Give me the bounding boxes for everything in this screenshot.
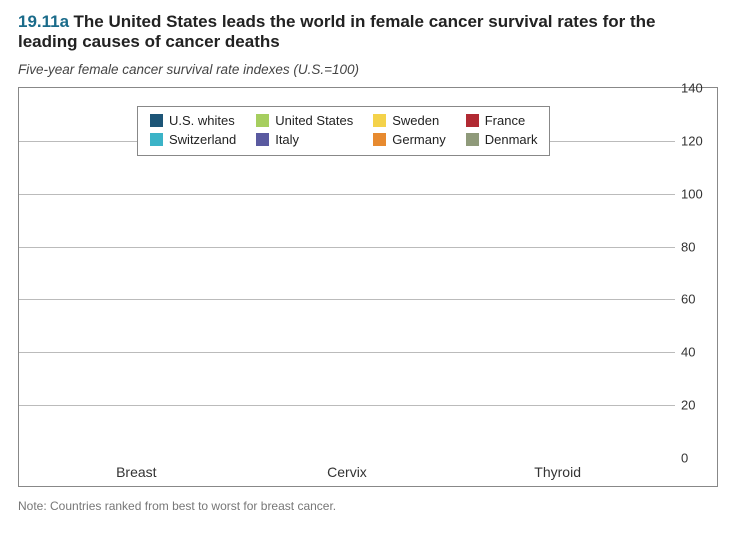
legend-item: Sweden [373, 113, 445, 128]
legend-item: U.S. whites [150, 113, 236, 128]
legend: U.S. whites United States Sweden France Swit… [137, 106, 550, 156]
legend-item: France [466, 113, 538, 128]
legend-swatch [150, 133, 163, 146]
figure-subtitle: Five-year female cancer survival rate in… [18, 62, 716, 77]
y-tick-label: 40 [681, 345, 713, 360]
x-tick-label: Cervix [267, 464, 427, 480]
footnote: Note: Countries ranked from best to wors… [18, 499, 716, 513]
figure-title: The United States leads the world in fem… [18, 12, 655, 51]
legend-item: Denmark [466, 132, 538, 147]
y-tick-label: 120 [681, 133, 713, 148]
legend-swatch [256, 133, 269, 146]
legend-swatch [373, 133, 386, 146]
x-tick-label: Breast [56, 464, 216, 480]
y-tick-label: 60 [681, 292, 713, 307]
y-tick-label: 100 [681, 186, 713, 201]
legend-item: Germany [373, 132, 445, 147]
legend-label: France [485, 113, 525, 128]
y-tick-label: 140 [681, 81, 713, 96]
legend-label: Italy [275, 132, 299, 147]
legend-item: Italy [256, 132, 353, 147]
figure-number: 19.11a [18, 12, 69, 31]
legend-label: Germany [392, 132, 445, 147]
chart-container: 020406080100120140 BreastCervixThyroid U… [18, 87, 718, 487]
legend-label: Sweden [392, 113, 439, 128]
x-tick-label: Thyroid [478, 464, 638, 480]
legend-label: U.S. whites [169, 113, 235, 128]
legend-swatch [466, 114, 479, 127]
y-tick-label: 0 [681, 451, 713, 466]
legend-swatch [256, 114, 269, 127]
legend-label: Switzerland [169, 132, 236, 147]
legend-label: United States [275, 113, 353, 128]
y-tick-label: 80 [681, 239, 713, 254]
y-tick-label: 20 [681, 398, 713, 413]
legend-item: United States [256, 113, 353, 128]
x-axis-labels: Breast Cervix Thyroid [19, 458, 675, 486]
legend-swatch [373, 114, 386, 127]
legend-swatch [150, 114, 163, 127]
legend-label: Denmark [485, 132, 538, 147]
legend-item: Switzerland [150, 132, 236, 147]
legend-swatch [466, 133, 479, 146]
